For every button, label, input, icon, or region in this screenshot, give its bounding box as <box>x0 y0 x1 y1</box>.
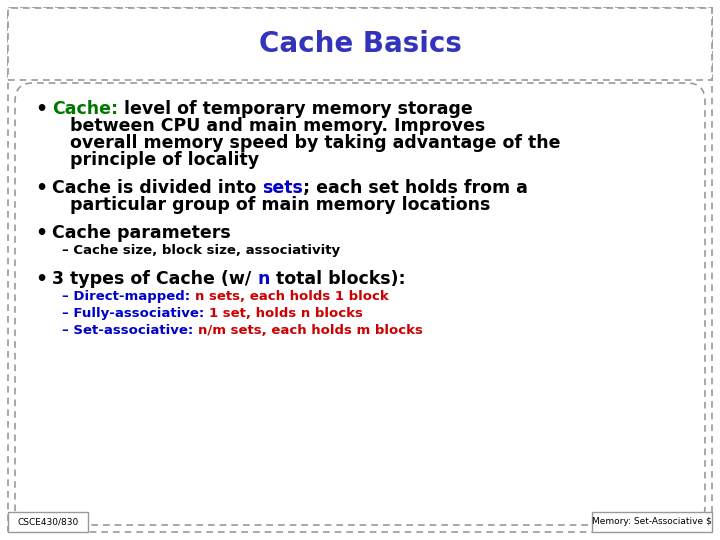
Text: – Set-associative:: – Set-associative: <box>62 324 198 337</box>
FancyBboxPatch shape <box>15 83 705 525</box>
Text: •: • <box>35 224 47 243</box>
Text: 3 types of Cache (w/: 3 types of Cache (w/ <box>52 270 257 288</box>
Text: Cache is divided into: Cache is divided into <box>52 179 262 197</box>
Text: Cache:: Cache: <box>52 100 118 118</box>
Text: – Direct-mapped:: – Direct-mapped: <box>62 290 194 303</box>
FancyBboxPatch shape <box>8 8 712 532</box>
Text: •: • <box>35 270 47 289</box>
Text: particular group of main memory locations: particular group of main memory location… <box>70 196 490 214</box>
Text: total blocks):: total blocks): <box>269 270 405 288</box>
Text: sets: sets <box>262 179 303 197</box>
Text: CSCE430/830: CSCE430/830 <box>17 517 78 526</box>
Text: n: n <box>257 270 269 288</box>
Text: •: • <box>35 100 47 119</box>
Text: – Cache size, block size, associativity: – Cache size, block size, associativity <box>62 244 340 257</box>
FancyBboxPatch shape <box>592 512 712 532</box>
Text: n sets, each holds 1 block: n sets, each holds 1 block <box>194 290 389 303</box>
FancyBboxPatch shape <box>8 512 88 532</box>
Text: 1 set, holds n blocks: 1 set, holds n blocks <box>209 307 363 320</box>
Text: between CPU and main memory. Improves: between CPU and main memory. Improves <box>70 117 485 135</box>
Text: Cache parameters: Cache parameters <box>52 224 230 242</box>
Text: principle of locality: principle of locality <box>70 151 259 169</box>
Text: – Fully-associative:: – Fully-associative: <box>62 307 209 320</box>
FancyBboxPatch shape <box>8 8 712 80</box>
Text: Cache Basics: Cache Basics <box>258 30 462 58</box>
Text: Memory: Set-Associative $: Memory: Set-Associative $ <box>592 517 712 526</box>
Text: •: • <box>35 179 47 198</box>
Text: ; each set holds from a: ; each set holds from a <box>303 179 528 197</box>
Text: overall memory speed by taking advantage of the: overall memory speed by taking advantage… <box>70 134 560 152</box>
Text: n/m sets, each holds m blocks: n/m sets, each holds m blocks <box>198 324 423 337</box>
Text: level of temporary memory storage: level of temporary memory storage <box>118 100 473 118</box>
